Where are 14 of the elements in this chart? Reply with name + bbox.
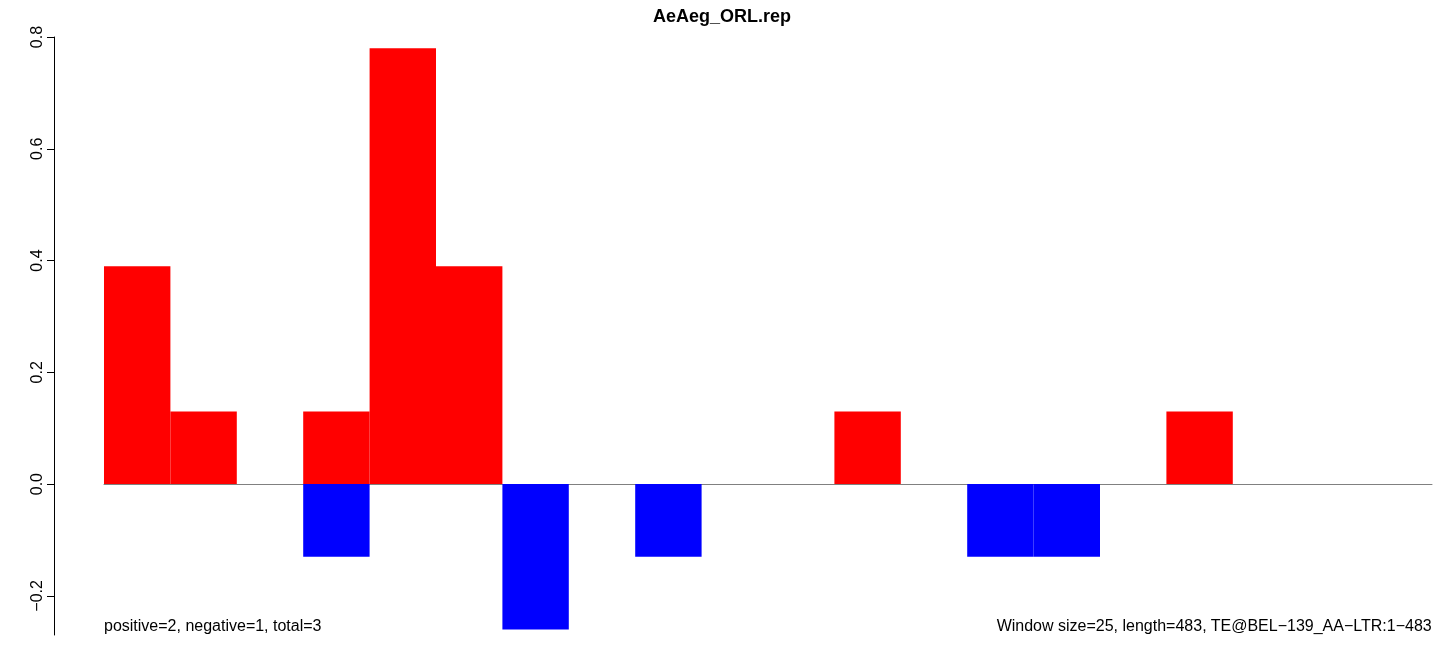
y-tick-label: 0.8 (27, 25, 45, 49)
bar (1166, 411, 1233, 485)
annotation: positive=2, negative=1, total=3 (104, 616, 322, 634)
y-tick-label: 0.6 (27, 137, 45, 160)
y-tick-label: −0.2 (27, 579, 45, 612)
y-tick-label: 0.4 (27, 249, 45, 272)
bar (502, 484, 569, 630)
chart-title: AeAeg_ORL.rep (652, 6, 792, 26)
bar (303, 484, 370, 557)
y-tick-label: 0.0 (27, 472, 45, 496)
y-tick-label: 0.2 (27, 361, 45, 384)
bar (834, 411, 901, 485)
bar (635, 484, 702, 557)
annotation: Window size=25, length=483, TE@BEL−139_AA−LTR:1−483 (996, 616, 1432, 635)
